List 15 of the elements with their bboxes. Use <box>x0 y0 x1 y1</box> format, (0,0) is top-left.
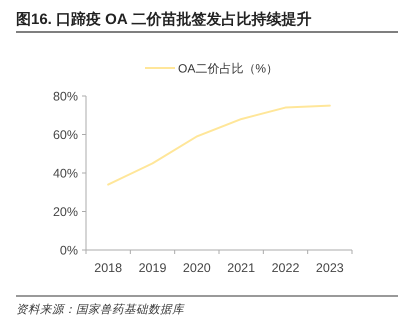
x-tick-label: 2020 <box>182 261 211 275</box>
y-tick-label: 40% <box>52 166 78 180</box>
chart-title: 图16. 口蹄疫 OA 二价苗批签发占比持续提升 <box>16 11 312 28</box>
legend-label: OA二价占比（%） <box>178 62 278 76</box>
y-tick-label: 60% <box>52 128 78 142</box>
x-tick-label: 2019 <box>138 261 166 275</box>
y-tick-label: 0% <box>60 244 78 258</box>
text: 资料来源：国家兽药基础数据库 <box>16 303 185 316</box>
x-tick-label: 2023 <box>316 261 344 275</box>
x-tick-label: 2022 <box>272 261 300 275</box>
line-series <box>107 104 331 186</box>
y-tick-label: 20% <box>52 205 78 219</box>
x-tick-label: 2018 <box>94 261 122 275</box>
x-tick-label: 2021 <box>227 261 256 275</box>
y-tick-label: 80% <box>52 90 78 104</box>
